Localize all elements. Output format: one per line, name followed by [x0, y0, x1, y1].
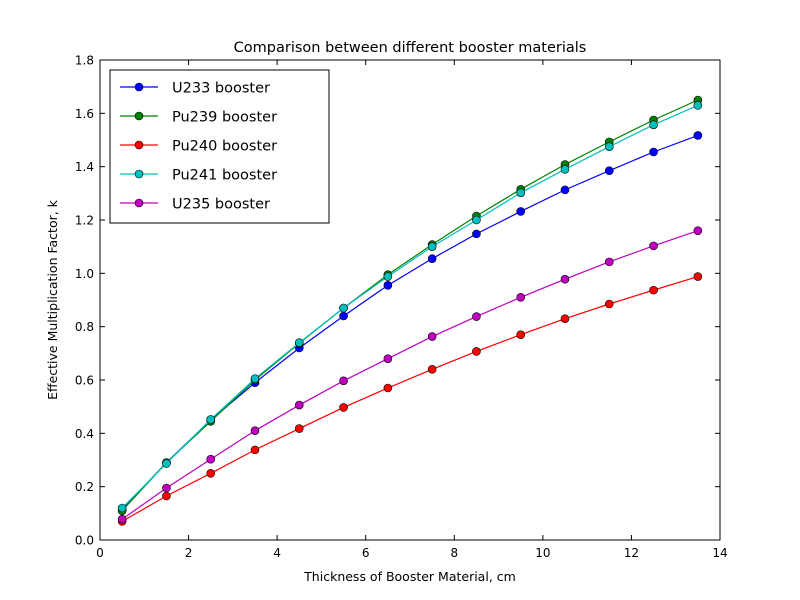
series-line-pu240-booster	[121, 275, 699, 522]
data-point-pu241-booster	[162, 459, 171, 468]
plot-frame	[99, 59, 721, 541]
data-point-pu240-booster	[339, 403, 348, 412]
data-point-u233-booster	[560, 185, 570, 195]
data-point-pu241-booster	[472, 215, 481, 225]
x-tick-label: 8	[450, 546, 458, 560]
data-point-u235-booster	[427, 332, 437, 341]
x-tick-label: 10	[535, 546, 550, 560]
data-point-pu240-booster	[472, 347, 481, 356]
data-point-u235-booster	[294, 400, 304, 410]
data-point-pu240-booster	[427, 365, 437, 374]
data-point-pu241-booster	[206, 415, 216, 424]
data-point-pu241-booster	[383, 272, 393, 281]
data-point-pu241-booster	[560, 165, 570, 174]
data-point-u235-booster	[250, 426, 260, 435]
data-point-u235-booster	[472, 312, 481, 321]
data-point-pu240-booster	[516, 330, 526, 339]
data-point-pu241-booster	[604, 142, 614, 151]
y-tick-label: 0.2	[75, 480, 94, 494]
series-line-pu241-booster	[121, 104, 699, 509]
x-tick-label: 0	[96, 546, 104, 560]
data-point-u235-booster	[604, 257, 614, 267]
series-line-pu239-booster	[121, 99, 699, 512]
data-point-u233-booster	[339, 311, 348, 321]
y-tick-label: 0.4	[75, 427, 94, 441]
data-point-u235-booster	[339, 376, 348, 386]
data-point-u233-booster	[472, 229, 481, 239]
x-tick-label: 12	[624, 546, 639, 560]
legend-label-u235-booster: U235 booster	[172, 197, 270, 213]
y-tick-label: 1.2	[75, 214, 94, 228]
data-point-u235-booster	[649, 241, 658, 251]
legend-marker-u233-booster	[134, 82, 144, 92]
data-point-u235-booster	[206, 454, 216, 464]
y-tick-label: 0.0	[75, 534, 94, 548]
data-point-u233-booster	[383, 281, 393, 290]
legend-marker-pu241-booster	[134, 169, 144, 179]
plot-area	[117, 95, 703, 526]
legend-label-pu240-booster: Pu240 booster	[172, 139, 277, 155]
data-point-u235-booster	[117, 514, 127, 524]
data-point-pu240-booster	[649, 285, 658, 295]
y-tick-label: 1.6	[75, 107, 94, 121]
x-axis-label: Thickness of Booster Material, cm	[303, 569, 516, 584]
data-point-pu241-booster	[649, 120, 658, 130]
data-point-u235-booster	[162, 483, 171, 493]
legend-marker-u235-booster	[134, 198, 144, 208]
legend-marker-pu240-booster	[134, 140, 144, 150]
data-point-u233-booster	[604, 166, 614, 175]
y-tick-label: 1.4	[75, 160, 94, 174]
data-point-pu241-booster	[693, 101, 703, 110]
data-point-pu240-booster	[294, 424, 304, 433]
y-axis-label: Effective Multiplication Factor, k	[45, 199, 60, 400]
data-point-pu241-booster	[294, 338, 304, 347]
legend-label-u233-booster: U233 booster	[172, 81, 270, 97]
data-point-pu241-booster	[427, 242, 437, 251]
data-point-pu240-booster	[693, 272, 703, 281]
y-tick-label: 1.8	[75, 54, 94, 68]
legend-marker-pu239-booster	[134, 111, 144, 121]
data-point-pu241-booster	[339, 303, 348, 313]
axis-ticks: 0 2 4 6 8 10 12 14 0.0 0.2 0.4 0.6 0.8 1.0 1.2 1.4 1.6 1.…	[75, 54, 728, 561]
data-point-u235-booster	[693, 226, 703, 235]
legend-label-pu241-booster: Pu241 booster	[172, 168, 277, 184]
data-point-u233-booster	[649, 147, 658, 157]
data-point-pu240-booster	[604, 299, 614, 309]
x-tick-label: 6	[362, 546, 370, 560]
data-point-pu240-booster	[250, 445, 260, 455]
y-tick-label: 0.6	[75, 374, 94, 388]
data-point-u233-booster	[693, 131, 703, 140]
data-point-pu240-booster	[560, 314, 570, 323]
legend: U233 booster Pu239 booster Pu240 booster Pu…	[109, 69, 330, 224]
data-point-pu241-booster	[250, 374, 260, 383]
x-tick-label: 2	[185, 546, 193, 560]
data-point-pu240-booster	[162, 491, 171, 501]
data-point-u233-booster	[516, 207, 526, 216]
x-tick-label: 14	[712, 546, 727, 560]
legend-label-pu239-booster: Pu239 booster	[172, 110, 277, 126]
data-point-u235-booster	[560, 274, 570, 284]
data-point-u233-booster	[427, 254, 437, 263]
data-point-u235-booster	[516, 293, 526, 302]
legend-box	[109, 69, 330, 224]
data-point-pu241-booster	[117, 503, 127, 513]
data-point-pu240-booster	[383, 383, 393, 393]
data-point-pu241-booster	[516, 188, 526, 198]
data-point-pu240-booster	[206, 469, 216, 478]
y-tick-label: 1.0	[75, 267, 94, 281]
y-tick-label: 0.8	[75, 320, 94, 334]
x-tick-label: 4	[273, 546, 281, 560]
series-line-u235-booster	[121, 230, 699, 520]
chart-title: Comparison between different booster mat…	[234, 40, 587, 56]
data-point-u235-booster	[383, 354, 393, 363]
